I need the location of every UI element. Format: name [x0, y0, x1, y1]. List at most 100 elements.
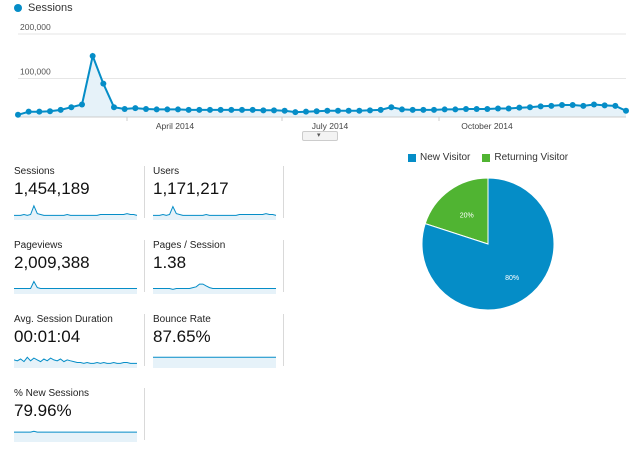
sessions-line-chart[interactable]: 200,000 100,000 April 2014 July 2014 October… [0, 0, 640, 140]
data-point[interactable] [292, 109, 299, 116]
data-point[interactable] [79, 101, 85, 108]
data-point[interactable] [100, 80, 107, 87]
data-point[interactable] [505, 105, 512, 112]
data-point[interactable] [601, 102, 608, 109]
y-tick-label: 200,000 [20, 22, 51, 32]
x-tick-label: October 2014 [461, 121, 513, 131]
data-point[interactable] [580, 102, 587, 109]
data-point[interactable] [281, 107, 288, 114]
data-point[interactable] [367, 107, 373, 114]
data-point[interactable] [345, 107, 352, 114]
metric-value: 2,009,388 [14, 253, 90, 272]
visitor-pie-chart[interactable]: 20% 80% [418, 174, 558, 314]
data-point[interactable] [324, 107, 331, 114]
data-point[interactable] [132, 105, 139, 112]
sparkline-line [153, 283, 276, 290]
data-point[interactable] [409, 106, 416, 113]
data-point[interactable] [356, 107, 363, 114]
data-point[interactable] [121, 105, 128, 112]
data-point[interactable] [559, 101, 565, 108]
divider [144, 166, 145, 218]
data-point[interactable] [175, 106, 181, 113]
data-point[interactable] [473, 105, 480, 112]
data-point[interactable] [57, 106, 64, 113]
pie-slice-returning-visitor[interactable] [424, 177, 489, 245]
data-point[interactable] [228, 106, 235, 113]
data-point[interactable] [431, 106, 437, 113]
chart-resize-handle[interactable]: ▾ [302, 131, 338, 141]
data-point[interactable] [260, 107, 267, 114]
chevron-down-icon: ▾ [317, 132, 321, 139]
sessions-area [18, 56, 626, 117]
data-point[interactable] [207, 106, 213, 113]
pie-slice-new-visitor[interactable] [421, 177, 555, 311]
sparkline-area [14, 431, 137, 442]
data-point[interactable] [452, 106, 459, 113]
metric-new-sessions[interactable]: % New Sessions 79.96% [14, 388, 144, 458]
data-point[interactable] [623, 107, 629, 114]
sparkline-line [14, 280, 137, 289]
data-point[interactable] [217, 106, 224, 113]
metric-value: 1.38 [153, 253, 187, 272]
divider [144, 314, 145, 366]
pie-legend: New Visitor Returning Visitor [408, 152, 568, 163]
data-point[interactable] [196, 106, 203, 113]
data-point[interactable] [516, 104, 523, 111]
metric-bounce-rate[interactable]: Bounce Rate 87.65% [153, 314, 283, 384]
data-point[interactable] [527, 104, 533, 111]
data-point[interactable] [537, 103, 544, 110]
data-point[interactable] [303, 108, 309, 115]
metric-pageviews[interactable]: Pageviews 2,009,388 [14, 240, 144, 310]
users-sparkline [153, 205, 277, 220]
data-point[interactable] [164, 106, 171, 113]
data-point[interactable] [420, 106, 427, 113]
data-point[interactable] [463, 105, 469, 112]
sessions-legend-label: Sessions [28, 2, 73, 14]
data-point[interactable] [399, 106, 405, 113]
sparkline-line [14, 356, 137, 364]
data-point[interactable] [548, 102, 555, 109]
metric-value: 1,171,217 [153, 179, 229, 198]
data-point[interactable] [15, 111, 21, 118]
divider [283, 314, 284, 366]
data-point[interactable] [377, 106, 384, 113]
sparkline-area [153, 206, 276, 220]
x-tick-label: April 2014 [156, 121, 195, 131]
data-point[interactable] [388, 104, 395, 111]
pageviews-sparkline [14, 280, 137, 294]
data-point[interactable] [143, 105, 149, 112]
metric-value: 1,454,189 [14, 179, 90, 198]
data-point[interactable] [249, 106, 256, 113]
data-point[interactable] [313, 108, 320, 115]
data-point[interactable] [495, 105, 501, 112]
data-point[interactable] [271, 107, 277, 114]
metric-sessions[interactable]: Sessions 1,454,189 [14, 166, 144, 236]
data-point[interactable] [335, 107, 341, 114]
data-point[interactable] [153, 106, 160, 113]
data-point[interactable] [239, 106, 245, 113]
returning-visitor-swatch [482, 153, 491, 162]
metric-avg-session-duration[interactable]: Avg. Session Duration 00:01:04 [14, 314, 144, 384]
y-tick-label: 100,000 [20, 67, 51, 77]
data-point[interactable] [441, 106, 448, 113]
data-point[interactable] [569, 101, 576, 108]
metric-users[interactable]: Users 1,171,217 [153, 166, 283, 236]
data-point[interactable] [36, 108, 43, 115]
data-point[interactable] [68, 104, 75, 111]
data-point[interactable] [111, 104, 117, 111]
data-point[interactable] [47, 108, 53, 115]
metric-value: 79.96% [14, 401, 72, 420]
data-point[interactable] [89, 53, 96, 60]
data-point[interactable] [612, 102, 619, 109]
pie-slice-label: 20% [460, 213, 474, 220]
data-point[interactable] [25, 108, 32, 115]
metric-label: Sessions [14, 166, 55, 177]
sessions-legend-dot [14, 4, 22, 12]
data-point[interactable] [484, 105, 491, 112]
sparkline-area [14, 205, 137, 220]
data-point[interactable] [591, 101, 597, 108]
divider [283, 166, 284, 218]
chart-legend[interactable]: Sessions [14, 2, 73, 14]
data-point[interactable] [185, 106, 192, 113]
metric-pages-per-session[interactable]: Pages / Session 1.38 [153, 240, 283, 310]
